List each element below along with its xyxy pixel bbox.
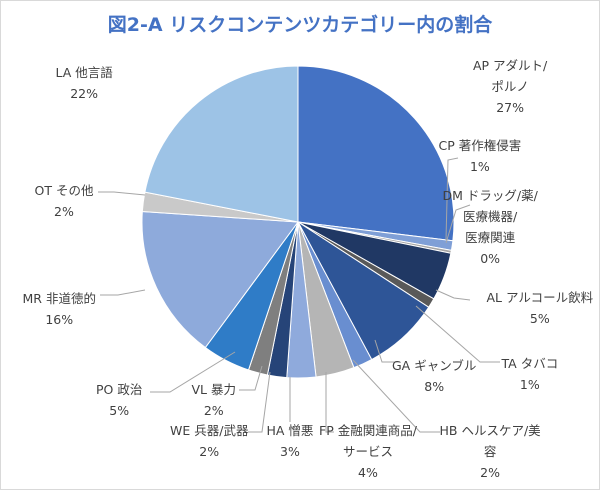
data-label-value: 5% [529,311,550,326]
data-label-13: OT その他 2% [35,180,94,222]
data-label-8: HA 憎悪 3% [267,420,314,462]
data-label-name-line: TA タバコ [501,356,559,371]
data-label-2: DM ドラッグ/薬/医療機器/医療関連 0% [443,185,538,269]
data-label-name-line: GA ギャンブル [392,358,477,373]
leader-line-1 [445,157,459,241]
leader-line-12 [100,289,146,296]
data-label-name-line: ポルノ [491,79,529,94]
leader-line-5 [374,339,400,363]
leader-line-13 [98,191,146,196]
data-label-name-line: AP アダルト/ [473,58,548,73]
data-label-name-line: MR 非道徳的 [22,291,96,306]
data-label-name-line: FP 金融関連商品/ [319,423,417,438]
data-label-6: HB ヘルスケア/美容 2% [440,420,541,483]
data-label-value: 0% [480,251,501,266]
data-label-value: 8% [424,379,445,394]
data-label-value: 22% [70,86,99,101]
data-label-name-line: CP 著作権侵害 [438,138,522,153]
data-label-4: TA タバコ 1% [502,353,559,395]
data-label-name-line: 医療機器/ [463,209,518,224]
data-label-value: 5% [109,403,130,418]
data-label-0: AP アダルト/ポルノ 27% [473,55,547,118]
data-label-12: MR 非道徳的 16% [23,288,96,330]
data-label-name-line: OT その他 [34,183,94,198]
data-label-value: 2% [203,403,224,418]
data-label-value: 4% [358,465,378,480]
data-label-value: 27% [496,100,525,115]
data-label-1: CP 著作権侵害 1% [439,135,522,177]
pie-slice-12 [141,210,299,349]
data-label-value: 2% [199,444,220,459]
pie-slice-0 [297,65,455,242]
data-label-name-line: 容 [483,444,497,459]
leader-line-3 [435,289,471,301]
data-label-name-line: 医療関連 [465,230,516,245]
data-label-value: 2% [54,204,74,219]
data-label-name-line: VL 暴力 [191,382,237,397]
leader-line-9 [248,371,271,433]
data-label-value: 3% [280,444,300,459]
data-label-name-line: LA 他言語 [55,65,113,80]
data-label-value: 16% [45,312,74,327]
data-label-11: PO 政治 5% [96,379,142,421]
data-label-name-line: DM ドラッグ/薬/ [442,188,538,203]
data-label-3: AL アルコール飲料 5% [487,287,594,329]
data-label-value: 2% [480,465,500,480]
data-label-name-line: HA 憎悪 [266,423,314,438]
data-label-value: 1% [519,377,540,392]
data-label-name-line: WE 兵器/武器 [170,423,249,438]
leader-line-2 [445,204,471,244]
leader-line-10 [239,365,263,391]
leader-line-7 [325,372,334,433]
data-label-5: GA ギャンブル 8% [392,355,476,397]
leader-line-11 [150,351,236,393]
data-label-name-line: サービス [342,444,393,459]
data-label-value: 1% [469,159,490,174]
data-label-14: LA 他言語 22% [56,62,113,104]
chart-title: 図2-A リスクコンテンツカテゴリー内の割合 [107,14,493,36]
data-label-10: VL 暴力 2% [192,379,237,421]
pie-slice-14 [144,65,299,223]
data-label-name-line: AL アルコール飲料 [486,290,594,305]
leader-line-6 [352,359,440,433]
data-label-7: FP 金融関連商品/サービス 4% [319,420,417,483]
data-label-name-line: HB ヘルスケア/美 [439,423,541,438]
leader-line-4 [415,305,500,363]
data-label-name-line: PO 政治 [96,382,143,397]
data-label-9: WE 兵器/武器 2% [170,420,248,462]
